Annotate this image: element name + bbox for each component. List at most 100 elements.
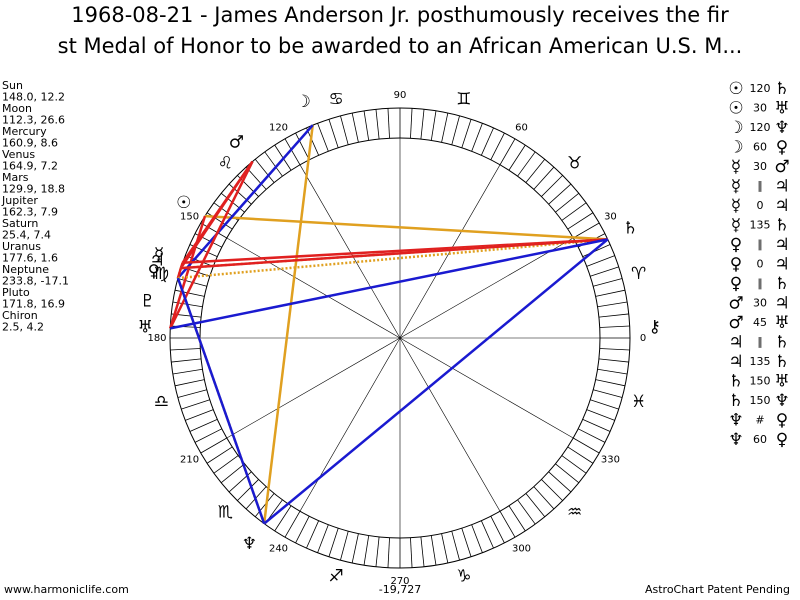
ring-tick: [254, 159, 275, 183]
ring-tick: [317, 123, 329, 152]
degree-label: 330: [601, 455, 620, 466]
aspect-planet: ♀: [776, 411, 788, 431]
ring-tick: [221, 463, 245, 484]
planet-glyph: ♀: [148, 262, 160, 282]
ring-tick: [430, 110, 437, 141]
degree-label: 120: [269, 123, 288, 134]
sign-glyph: ♓: [631, 392, 646, 412]
aspect-planet: ☉: [728, 79, 743, 99]
aspect-line: [262, 125, 314, 524]
planet-coords: 112.3, 26.6: [2, 114, 65, 127]
degree-label: 210: [180, 455, 199, 466]
aspect-planet: ♄: [728, 372, 743, 392]
planet-name: Jupiter: [1, 194, 38, 207]
planet-coords: 148.0, 12.2: [2, 91, 65, 104]
aspect-type: 135: [750, 355, 771, 368]
ring-tick: [410, 537, 413, 568]
aspect-type: 0: [757, 258, 764, 271]
aspect-type: 30: [753, 297, 767, 310]
aspect-type: ∥: [757, 336, 763, 349]
ring-tick: [189, 418, 218, 432]
aspect-type: 135: [750, 219, 771, 232]
aspect-planet: ♃: [774, 294, 789, 314]
ring-tick: [525, 159, 546, 183]
planet-glyph: ♂: [229, 132, 244, 152]
ring-tick: [582, 244, 611, 258]
aspect-planet: ♅: [774, 372, 789, 392]
aspect-line: [169, 215, 207, 329]
degree-label: 270: [390, 576, 409, 587]
sign-glyph: ♏: [218, 503, 233, 523]
sign-glyph: ♊: [456, 89, 471, 109]
degree-label: 150: [180, 212, 199, 223]
planet-name: Chiron: [2, 309, 38, 322]
aspect-line: [180, 238, 608, 270]
planet-name: Neptune: [2, 263, 49, 276]
ring-tick: [181, 399, 210, 410]
ring-tick: [508, 505, 526, 532]
ring-tick: [375, 109, 380, 140]
ring-tick: [461, 119, 472, 148]
ring-tick: [598, 313, 629, 318]
aspect-type: 45: [753, 316, 767, 329]
ring-tick: [597, 301, 628, 308]
aspect-planet: ♆: [728, 430, 743, 450]
planet-name: Venus: [2, 148, 35, 161]
spoke: [226, 337, 401, 439]
planet-glyph: ♅: [138, 317, 153, 337]
aspect-type: 30: [753, 160, 767, 173]
planet-coords: 160.9, 8.6: [2, 137, 58, 150]
aspect-type: 0: [757, 199, 764, 212]
aspect-planet: ☽: [728, 118, 743, 138]
aspect-planet: ♀: [730, 235, 742, 255]
ring-tick: [586, 409, 615, 421]
ring-tick: [185, 409, 214, 421]
ring-tick: [328, 119, 339, 148]
aspect-planet: ☿: [731, 196, 741, 216]
ring-tick: [517, 499, 536, 525]
ring-tick: [441, 112, 449, 143]
aspect-type: #: [755, 414, 764, 427]
ring-tick: [595, 379, 626, 387]
planet-glyph: ♇: [140, 292, 155, 312]
aspect-planet: ♃: [774, 255, 789, 275]
ring-tick: [237, 479, 259, 501]
ring-tick: [441, 533, 449, 564]
ring-tick: [174, 289, 205, 297]
aspect-type: ∥: [757, 238, 763, 251]
ring-tick: [317, 524, 329, 553]
planet-coords: 2.5, 4.2: [2, 321, 44, 334]
ring-tick: [561, 455, 587, 474]
ring-tick: [284, 511, 301, 538]
planet-name: Sun: [2, 79, 23, 92]
ring-tick: [555, 192, 579, 213]
ring-tick: [508, 144, 526, 171]
planet-glyph: ♄: [623, 219, 638, 239]
ring-tick: [206, 446, 233, 464]
aspect-type: ∥: [757, 277, 763, 290]
ring-tick: [480, 127, 494, 156]
aspect-planet: ♆: [774, 118, 789, 138]
ring-tick: [306, 520, 320, 549]
aspect-type: 120: [750, 121, 771, 134]
ring-tick: [595, 289, 626, 297]
ring-tick: [420, 109, 425, 140]
ring-tick: [351, 112, 359, 143]
spoke: [399, 337, 574, 439]
aspect-type: 60: [753, 433, 767, 446]
planet-name: Moon: [2, 102, 32, 115]
spoke: [299, 337, 401, 512]
ring-tick: [548, 183, 572, 205]
aspect-planet: ☿: [731, 216, 741, 236]
ring-tick: [245, 166, 267, 190]
ring-tick: [598, 358, 629, 363]
aspect-planet: ♃: [774, 235, 789, 255]
planet-coords: 25.4, 7.4: [2, 229, 51, 242]
aspect-planet: ♅: [774, 313, 789, 333]
ring-tick: [363, 535, 370, 566]
spoke: [226, 237, 401, 339]
ring-tick: [471, 123, 483, 152]
ring-tick: [194, 428, 222, 443]
ring-tick: [284, 138, 301, 165]
